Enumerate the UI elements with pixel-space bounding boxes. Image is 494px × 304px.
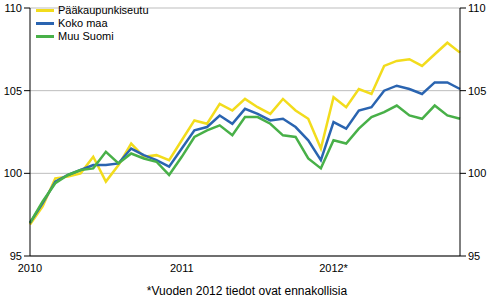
html-text:Muu Suomi: Muu Suomi xyxy=(58,30,114,42)
svg-text:100: 100 xyxy=(468,167,486,179)
svg-text:2011: 2011 xyxy=(170,262,194,274)
svg-text:110: 110 xyxy=(8,2,22,14)
svg-text:95: 95 xyxy=(468,250,480,262)
html-text:*Vuoden 2012 tiedot ovat ennak: *Vuoden 2012 tiedot ovat ennakollisia xyxy=(146,284,348,298)
svg-text:110: 110 xyxy=(468,2,486,14)
svg-text:95: 95 xyxy=(10,250,22,262)
svg-text:2010: 2010 xyxy=(18,262,42,274)
svg-text:100: 100 xyxy=(8,167,22,179)
html-text:Pääkaupunkiseutu: Pääkaupunkiseutu xyxy=(58,4,149,16)
svg-text:105: 105 xyxy=(8,85,22,97)
svg-text:2012*: 2012* xyxy=(319,262,348,274)
html-text:Koko maa: Koko maa xyxy=(58,17,108,29)
svg-text:105: 105 xyxy=(468,85,486,97)
